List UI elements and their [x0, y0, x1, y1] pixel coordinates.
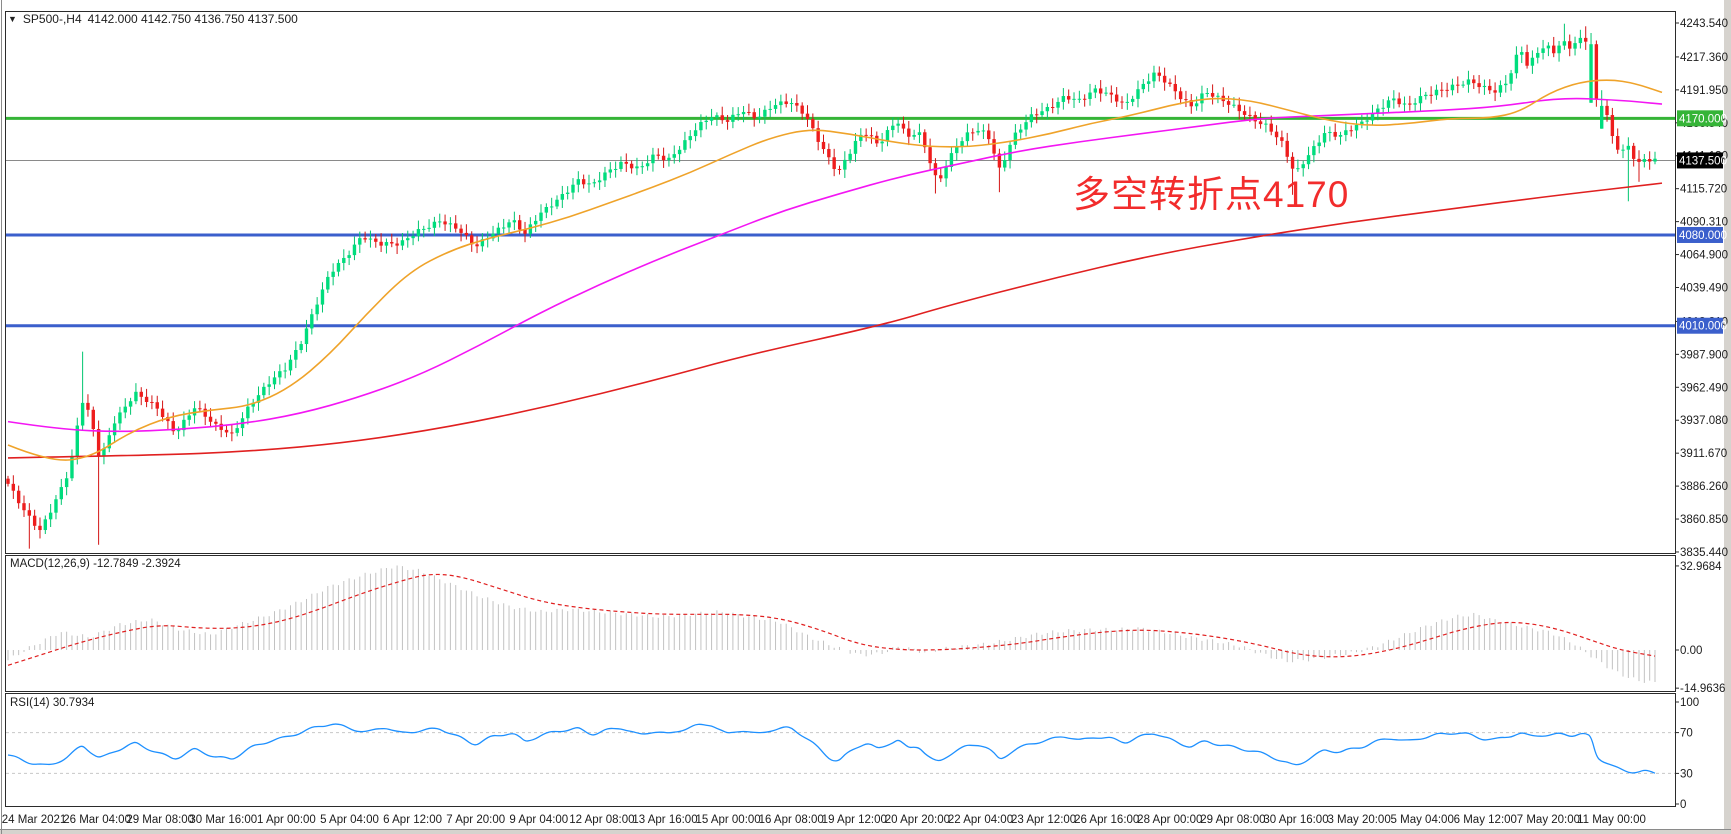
rsi-panel[interactable] [5, 693, 1676, 807]
price-scale[interactable]: 4243.5404217.3604191.9504166.5404141.130… [1675, 18, 1728, 559]
price-tick-label: 4217.360 [1680, 52, 1728, 64]
bottom-window-strip [0, 830, 1731, 834]
time-tick-label: 3 May 20:00 [1327, 814, 1390, 826]
time-tick-label: 15 Apr 00:00 [695, 814, 760, 826]
rsi-scale[interactable]: 100 70 30 0 [1675, 697, 1699, 811]
time-tick-label: 20 Apr 20:00 [885, 814, 950, 826]
macd-panel[interactable] [5, 555, 1676, 692]
time-tick-label: 5 May 04:00 [1391, 814, 1454, 826]
rsi-line [7, 723, 1656, 774]
rsi-tick-label: 70 [1680, 728, 1693, 740]
time-tick-label: 6 May 12:00 [1454, 814, 1517, 826]
price-tag-4080.000 [1677, 226, 1723, 243]
macd-plot [7, 565, 1656, 683]
svg-text:4010.000: 4010.000 [1679, 321, 1727, 333]
time-tick-label: 7 May 20:00 [1517, 814, 1580, 826]
price-tick-label: 3911.670 [1680, 448, 1727, 460]
svg-text:4170.000: 4170.000 [1679, 113, 1727, 125]
price-tag-4010.000 [1677, 317, 1723, 334]
macd-tick-label: 0.00 [1680, 645, 1702, 657]
price-tick-label: 4243.540 [1680, 18, 1728, 30]
time-tick-label: 1 Apr 00:00 [257, 814, 316, 826]
rsi-indicator-label: RSI(14) 30.7934 [10, 697, 95, 709]
macd-indicator-label: MACD(12,26,9) -12.7849 -2.3924 [10, 558, 181, 570]
price-tick-label: 4090.310 [1680, 217, 1728, 229]
price-tick-label: 4191.950 [1680, 85, 1728, 97]
symbol-dropdown-icon[interactable]: ▼ [8, 14, 17, 24]
time-tick-label: 16 Apr 08:00 [759, 814, 824, 826]
key-level-lines[interactable] [6, 116, 1675, 328]
symbol-timeframe-label: SP500-,H4 [22, 12, 82, 26]
time-tick-label: 9 Apr 04:00 [509, 814, 568, 826]
macd-tick-label: 32.9684 [1680, 561, 1722, 573]
macd-scale[interactable]: 32.9684 0.00 -14.9636 [1675, 561, 1725, 695]
time-tick-label: 29 Apr 08:00 [1200, 814, 1265, 826]
time-tick-label: 28 Apr 00:00 [1137, 814, 1202, 826]
time-tick-label: 13 Apr 16:00 [632, 814, 697, 826]
price-tag-4170.000 [1677, 110, 1723, 127]
price-tick-label: 3835.440 [1680, 547, 1728, 559]
candlesticks [6, 23, 1657, 549]
price-tick-label: 4064.900 [1680, 250, 1728, 262]
time-tick-label: 11 May 00:00 [1577, 814, 1646, 826]
moving-averages [7, 79, 1663, 461]
price-tick-label: 3886.260 [1680, 481, 1728, 493]
time-tick-label: 7 Apr 20:00 [446, 814, 505, 826]
time-tick-label: 6 Apr 12:00 [383, 814, 442, 826]
time-tick-label: 30 Mar 16:00 [189, 814, 257, 826]
time-tick-label: 23 Apr 12:00 [1011, 814, 1076, 826]
macd-tick-label: -14.9636 [1680, 683, 1725, 695]
ma-slow-red [7, 182, 1663, 459]
chart-title-bar: ▼ SP500-,H4 4142.000 4142.750 4136.750 4… [8, 12, 298, 26]
time-tick-label: 5 Apr 04:00 [320, 814, 379, 826]
time-tick-label: 24 Mar 2021 [2, 814, 67, 826]
main-chart-panel[interactable] [5, 11, 1676, 554]
right-window-strip [1724, 0, 1731, 834]
time-tick-label: 19 Apr 12:00 [822, 814, 887, 826]
ma-mid-magenta [7, 97, 1663, 433]
ma-fast-orange [7, 79, 1663, 461]
time-tick-label: 12 Apr 08:00 [569, 814, 634, 826]
rsi-tick-label: 0 [1680, 799, 1686, 811]
rsi-tick-label: 30 [1680, 768, 1693, 780]
price-tick-label: 3860.850 [1680, 514, 1728, 526]
time-tick-label: 26 Apr 16:00 [1074, 814, 1139, 826]
time-tick-label: 22 Apr 04:00 [948, 814, 1013, 826]
price-tick-label: 3937.080 [1680, 415, 1728, 427]
rsi-plot [6, 723, 1675, 774]
price-tick-label: 3962.490 [1680, 382, 1728, 394]
price-tick-label: 3987.900 [1680, 349, 1728, 361]
svg-text:4137.500: 4137.500 [1679, 155, 1727, 167]
price-tick-label: 4039.490 [1680, 282, 1728, 294]
annotation-text: 多空转折点4170 [1073, 174, 1350, 215]
time-tick-label: 30 Apr 16:00 [1263, 814, 1328, 826]
time-tick-label: 26 Mar 04:00 [63, 814, 131, 826]
price-tick-label: 4115.720 [1680, 184, 1727, 196]
price-tag-4137.500 [1677, 152, 1723, 169]
time-tick-label: 29 Mar 08:00 [126, 814, 194, 826]
svg-text:4080.000: 4080.000 [1679, 230, 1727, 242]
rsi-tick-label: 100 [1680, 697, 1699, 709]
ohlc-values-label: 4142.000 4142.750 4136.750 4137.500 [87, 12, 298, 26]
